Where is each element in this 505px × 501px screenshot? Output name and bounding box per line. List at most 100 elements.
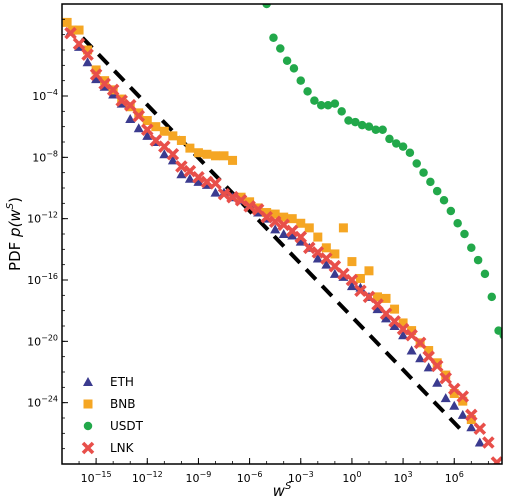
data-point-bnb [262,208,272,218]
legend-item-usdt: USDT [83,419,144,433]
data-point-lnk [345,273,359,287]
data-point-usdt [337,107,346,116]
data-point-bnb [228,155,238,165]
data-point-usdt [398,142,408,151]
data-point-bnb [458,396,468,406]
data-point-bnb [449,388,459,398]
data-point-eth [457,409,468,419]
data-point-lnk [490,456,502,464]
data-point-eth [295,236,306,246]
data-point-bnb [424,346,434,356]
data-point-eth [133,123,144,133]
data-point-usdt [467,243,476,253]
data-point-eth [91,74,102,84]
data-point-bnb [142,116,152,126]
x-tick-label: 10−12 [132,470,163,485]
data-point-eth [270,224,281,234]
data-point-lnk [243,200,256,213]
data-point-bnb [83,45,93,55]
data-point-bnb [91,65,101,75]
data-point-bnb [466,415,476,425]
data-point-lnk [175,160,188,173]
data-point-lnk [482,436,495,449]
data-point-bnb [270,209,280,219]
data-point-bnb [245,197,255,207]
power-law-fit-line [81,36,466,435]
data-point-usdt [405,148,415,157]
data-point-usdt [58,0,67,4]
data-point-usdt [412,159,421,168]
data-point-bnb [193,148,203,158]
x-tick-label: 10−15 [81,470,112,485]
data-point-eth [381,313,392,323]
fit-line-layer [81,36,466,435]
legend-marker-usdt [83,421,93,431]
data-point-usdt [453,219,462,228]
data-point-lnk [209,177,222,190]
legend-marker-lnk [81,441,95,455]
data-point-eth [440,393,451,403]
data-point-bnb [407,326,417,336]
data-point-eth [432,377,443,387]
data-point-lnk [192,170,205,184]
data-point-lnk [439,371,452,385]
data-point-lnk [303,241,316,255]
data-point-usdt [473,255,483,265]
legend: ETH BNB USDT LNK [81,375,144,455]
data-point-bnb [168,131,178,141]
data-point-usdt [323,100,333,110]
data-point-usdt [303,87,312,96]
data-point-usdt [269,33,278,42]
data-point-lnk [473,422,487,436]
x-axis-label: wS [273,481,292,500]
data-point-usdt [419,168,428,177]
data-point-usdt [480,269,490,279]
data-point-usdt [494,326,502,335]
y-axis-label-sup: S [5,202,16,209]
y-tick-label: 10−20 [27,333,58,348]
data-point-usdt [392,139,401,148]
data-point-bnb [134,108,144,118]
data-point-bnb [338,223,348,233]
data-point-bnb [279,212,289,222]
data-point-usdt [289,64,299,73]
data-point-usdt [310,96,319,105]
data-point-bnb [432,358,442,368]
data-point-bnb [219,151,229,161]
legend-item-eth: ETH [83,375,134,389]
data-point-bnb [390,304,400,314]
data-point-lnk [166,147,180,161]
data-point-bnb [398,318,408,328]
legend-marker-bnb [83,399,93,409]
data-point-eth [466,422,477,432]
data-point-lnk [64,26,77,40]
data-point-eth [176,169,187,179]
data-point-usdt [426,177,435,187]
data-point-bnb [347,257,357,267]
y-tick-label: 10−12 [27,211,58,226]
data-point-bnb [321,243,331,253]
y-tick-label: 10−16 [27,272,58,287]
data-point-lnk [226,190,239,204]
data-point-usdt [371,125,381,134]
data-point-lnk [371,298,384,311]
data-point-usdt [296,76,306,85]
data-point-lnk [465,408,478,422]
data-point-lnk [413,336,427,350]
data-point-bnb [381,293,391,303]
y-tick-label: 10−24 [27,395,58,410]
data-point-lnk [200,175,214,189]
data-point-eth [82,57,93,67]
data-point-usdt [446,206,456,216]
data-point-lnk [217,187,231,201]
x-tick-label: 10−3 [288,470,314,485]
x-axis-label-var: w [273,482,286,500]
x-tick-label: 103 [394,470,413,485]
data-point-bnb [185,143,195,153]
x-tick-label: 106 [445,470,464,485]
data-point-usdt [378,125,387,134]
data-point-lnk [115,94,128,107]
data-point-eth [449,400,460,410]
legend-marker-eth [83,377,93,386]
